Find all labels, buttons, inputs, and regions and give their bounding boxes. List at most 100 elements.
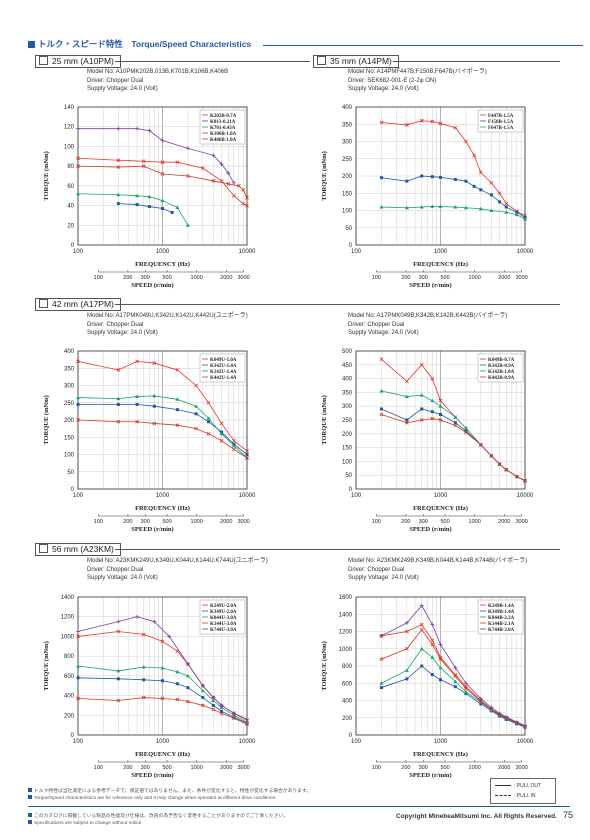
- speed-tick-label: 1000: [469, 275, 481, 281]
- data-point: [160, 160, 165, 165]
- legend-label: K442U-1.4A: [210, 376, 237, 381]
- data-point: [478, 696, 483, 701]
- series-line: [77, 157, 248, 206]
- data-point: [211, 179, 216, 183]
- data-point: [141, 632, 146, 637]
- y-tick-label: 100: [64, 144, 75, 150]
- data-point: [245, 195, 249, 200]
- checkbox-icon: [39, 56, 48, 65]
- speed-tick-label: 500: [440, 519, 449, 525]
- data-point: [116, 158, 121, 163]
- data-point: [379, 686, 383, 690]
- y-tick-label: 120: [64, 125, 75, 131]
- data-point: [141, 159, 146, 164]
- driver-text: Driver: Chopper Dual: [348, 566, 405, 573]
- data-point: [147, 128, 152, 133]
- data-point: [211, 153, 216, 158]
- data-point: [76, 676, 80, 680]
- speed-tick-label: 500: [162, 765, 171, 771]
- y-tick-label: 0: [349, 733, 353, 739]
- data-point: [489, 705, 494, 710]
- plot-frame: [77, 106, 248, 246]
- data-point: [116, 165, 121, 170]
- speed-tick-label: 300: [141, 765, 150, 771]
- data-point: [472, 184, 476, 188]
- data-point: [405, 418, 409, 422]
- data-point: [232, 438, 236, 443]
- data-point: [175, 408, 179, 412]
- y-tick-label: 1200: [339, 630, 353, 636]
- data-point: [175, 205, 180, 210]
- chart-info-1: Model No: A14PMF447B,F150B,F647B(バイポーラ) …: [348, 68, 487, 94]
- data-point: [479, 188, 483, 192]
- data-point: [116, 396, 121, 401]
- model-text: Model No: A17PMK049B,K342B,K142B,K442B(バ…: [348, 313, 508, 319]
- note-text: このカタログに掲載している製品の性能及び仕様は、改良の為予告なく変更することがあ…: [34, 814, 289, 819]
- data-point: [453, 685, 457, 689]
- data-point: [220, 709, 224, 713]
- data-point: [439, 678, 442, 682]
- data-point: [206, 420, 210, 424]
- torque-chart-25mm: 0 20 40 60 80 100 120 140 100 1000 10000 TORQUE (mN…: [43, 105, 256, 289]
- legend-label: K049U-1.0A: [210, 358, 237, 363]
- series-line: [118, 203, 173, 213]
- data-point: [147, 194, 152, 199]
- data-point: [453, 423, 458, 428]
- data-point: [160, 665, 165, 670]
- data-point: [463, 426, 468, 430]
- data-point: [245, 717, 249, 722]
- data-point: [135, 614, 140, 619]
- data-point: [116, 368, 121, 372]
- data-point: [404, 379, 409, 384]
- data-point: [453, 177, 457, 181]
- data-point: [464, 429, 468, 433]
- data-point: [404, 394, 409, 399]
- data-point: [76, 191, 80, 196]
- torque-chart-42mm-bipolar: 0 50 100 150 200 250 300 350 400 450 500 100 1000 100…: [321, 349, 534, 533]
- data-point: [438, 642, 443, 647]
- y-tick-label: 1400: [61, 595, 75, 601]
- data-point: [232, 193, 236, 198]
- y-tick-label: 300: [64, 384, 75, 390]
- x-tick-label: 100: [73, 493, 84, 499]
- data-point: [161, 207, 164, 211]
- data-point: [116, 192, 121, 197]
- series-line: [78, 128, 235, 184]
- plot-frame: [355, 106, 526, 246]
- note-text: Specifications are subject to change wit…: [34, 821, 142, 826]
- legend-label: K701-0.43A: [210, 126, 236, 131]
- y-tick-label: 50: [67, 470, 74, 476]
- speed-tick-label: 3000: [515, 275, 527, 281]
- series-K049U-1.0A: [76, 359, 249, 453]
- series-line: [381, 175, 526, 218]
- data-point: [379, 407, 383, 411]
- y-tick-label: 500: [342, 349, 353, 355]
- data-point: [161, 679, 164, 683]
- data-point: [464, 139, 468, 144]
- data-point: [231, 711, 236, 716]
- series-line: [381, 205, 526, 220]
- y-tick-label: 400: [342, 105, 353, 111]
- speed-tick-label: 500: [162, 519, 171, 525]
- speed-tick-label: 3000: [237, 275, 249, 281]
- data-point: [211, 707, 216, 712]
- data-point: [379, 657, 384, 661]
- speed-tick-label: 2000: [220, 519, 232, 525]
- data-point: [404, 629, 409, 634]
- speed-tick-label: 300: [141, 519, 150, 525]
- legend-label: K442B-0.9A: [488, 376, 515, 381]
- data-point: [430, 204, 435, 208]
- data-point: [419, 118, 424, 123]
- series-K349U-2.0A: [76, 676, 249, 725]
- data-point: [489, 193, 493, 197]
- supply-text: Supply Voltage: 24.0 (Volt): [348, 575, 419, 581]
- data-point: [170, 210, 174, 214]
- y-tick-label: 250: [64, 401, 75, 407]
- x-tick-label: 10000: [239, 249, 256, 255]
- x-axis-label: FREQUENCY (Hz): [413, 505, 468, 512]
- data-point: [504, 205, 508, 209]
- data-point: [404, 420, 409, 425]
- model-text: Model No: A17PMK049U,K342U,K142U,K442U(ユ…: [87, 313, 248, 319]
- data-point: [438, 657, 443, 661]
- data-point: [453, 674, 458, 679]
